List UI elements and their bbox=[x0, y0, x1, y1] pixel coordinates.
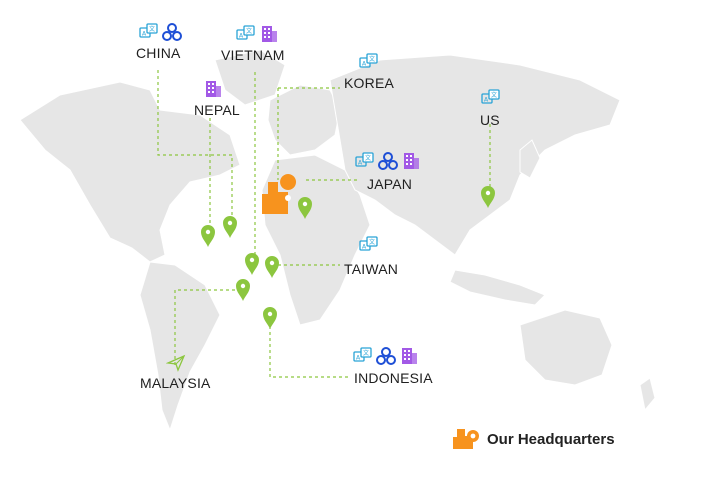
paper-plane-icon bbox=[166, 354, 186, 377]
label-nepal: NEPAL bbox=[194, 102, 240, 118]
asia-shape bbox=[329, 54, 621, 256]
south-america-shape bbox=[139, 261, 221, 432]
pin-dot bbox=[302, 201, 308, 207]
location-pin[interactable] bbox=[236, 279, 250, 301]
location-pin[interactable] bbox=[298, 197, 312, 219]
location-pins bbox=[201, 186, 495, 329]
building-icon bbox=[399, 347, 419, 370]
pin-icon bbox=[481, 186, 495, 208]
pin-dot bbox=[269, 260, 275, 266]
location-pin[interactable] bbox=[201, 225, 215, 247]
pin-dot bbox=[227, 220, 233, 226]
route-line bbox=[174, 289, 240, 365]
label-korea: KOREA bbox=[344, 75, 395, 91]
svg-text:A: A bbox=[362, 244, 367, 251]
label-china: CHINA bbox=[136, 45, 181, 61]
route-line bbox=[157, 70, 233, 222]
svg-text:A: A bbox=[358, 160, 363, 167]
network-icon bbox=[378, 152, 398, 175]
pin-dot bbox=[485, 190, 491, 196]
label-vietnam: VIETNAM bbox=[221, 47, 285, 63]
svg-text:文: 文 bbox=[149, 25, 155, 33]
label-indonesia: INDONESIA bbox=[354, 370, 433, 386]
icons-malaysia bbox=[166, 354, 186, 377]
label-us: US bbox=[480, 112, 500, 128]
headquarters-icon bbox=[453, 429, 479, 449]
pin-dot bbox=[267, 311, 273, 317]
route-line bbox=[269, 320, 350, 378]
network-icon bbox=[376, 347, 396, 370]
svg-text:文: 文 bbox=[365, 154, 371, 162]
route-lines bbox=[157, 70, 491, 378]
svg-text:A: A bbox=[356, 355, 361, 362]
pin-icon bbox=[223, 216, 237, 238]
pin-icon bbox=[298, 197, 312, 219]
label-malaysia: MALAYSIA bbox=[140, 375, 211, 391]
svg-text:文: 文 bbox=[369, 55, 375, 63]
north-america-shape bbox=[19, 81, 241, 263]
location-pin[interactable] bbox=[481, 186, 495, 208]
hq-building-wide bbox=[276, 192, 288, 214]
southeast-asia-islands-shape bbox=[449, 269, 546, 306]
pin-icon bbox=[236, 279, 250, 301]
location-pin[interactable] bbox=[223, 216, 237, 238]
new-zealand-shape bbox=[639, 377, 656, 412]
pin-icon bbox=[245, 253, 259, 275]
label-japan: JAPAN bbox=[367, 176, 413, 192]
pin-dot bbox=[240, 283, 246, 289]
hq-pin bbox=[280, 174, 297, 190]
legend: Our Headquarters bbox=[453, 427, 615, 451]
svg-text:文: 文 bbox=[363, 349, 369, 357]
pin-icon bbox=[265, 256, 279, 278]
svg-text:A: A bbox=[484, 97, 489, 104]
pin-icon bbox=[263, 307, 277, 329]
svg-text:文: 文 bbox=[491, 91, 497, 99]
legend-label: Our Headquarters bbox=[487, 430, 615, 448]
pin-icon bbox=[201, 225, 215, 247]
hq-pin-hole bbox=[285, 195, 291, 201]
hq-building-tall bbox=[268, 182, 278, 214]
australia-shape bbox=[519, 309, 613, 386]
building-icon bbox=[401, 152, 421, 175]
svg-text:A: A bbox=[362, 61, 367, 68]
icons-nepal bbox=[203, 80, 223, 103]
location-pin[interactable] bbox=[245, 253, 259, 275]
building-icon bbox=[203, 80, 223, 103]
location-pin[interactable] bbox=[263, 307, 277, 329]
svg-text:A: A bbox=[239, 33, 244, 40]
pin-dot bbox=[249, 257, 255, 263]
headquarters-marker bbox=[262, 174, 297, 214]
svg-text:A: A bbox=[142, 31, 147, 38]
japan-shape bbox=[519, 139, 541, 179]
network-icon bbox=[162, 23, 182, 46]
world-landmass bbox=[19, 49, 656, 432]
svg-text:文: 文 bbox=[246, 27, 252, 35]
label-taiwan: TAIWAN bbox=[344, 261, 399, 277]
hq-building-short bbox=[262, 194, 270, 214]
location-pin[interactable] bbox=[265, 256, 279, 278]
pin-dot bbox=[205, 229, 211, 235]
europe-shape bbox=[267, 84, 341, 156]
svg-text:文: 文 bbox=[369, 238, 375, 246]
greenland-shape bbox=[214, 49, 286, 106]
building-icon bbox=[259, 25, 279, 48]
